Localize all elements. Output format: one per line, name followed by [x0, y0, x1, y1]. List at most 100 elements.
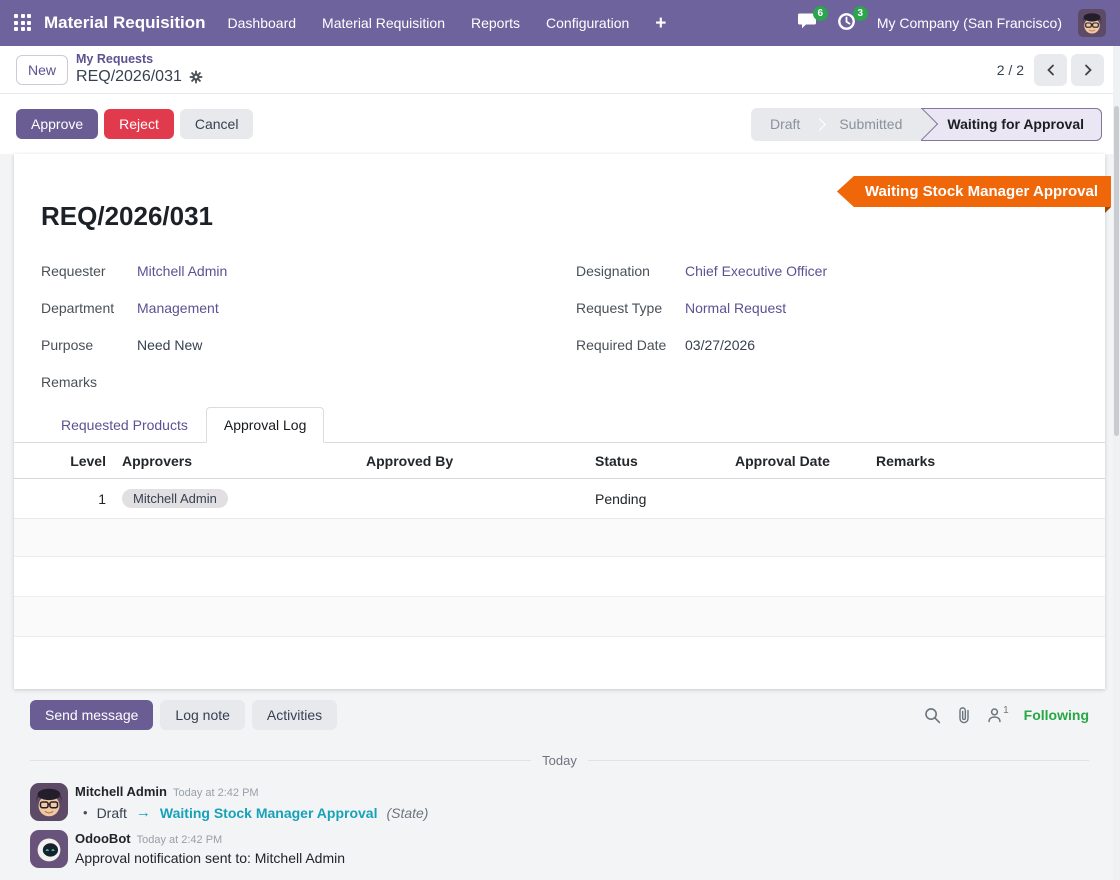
- field-grid: Requester Mitchell Admin Department Mana…: [14, 252, 1105, 400]
- breadcrumb-parent-link[interactable]: My Requests: [76, 51, 154, 66]
- status-bar: Draft Submitted Waiting for Approval: [750, 107, 1102, 141]
- log-note-button[interactable]: Log note: [160, 700, 245, 730]
- activities-icon[interactable]: 3: [837, 6, 868, 34]
- nav-item-configuration[interactable]: Configuration: [546, 15, 630, 31]
- column-header-approved-by: Approved By: [366, 452, 454, 469]
- tracking-new-value: Waiting Stock Manager Approval: [159, 804, 378, 821]
- scrollbar-thumb[interactable]: [1114, 106, 1119, 436]
- form-view: Waiting Stock Manager Approval REQ/2026/…: [0, 154, 1120, 868]
- message-avatar: [30, 783, 68, 821]
- arrow-right-icon: →: [135, 804, 151, 821]
- app-name[interactable]: Material Requisition: [44, 13, 206, 32]
- tracking-field-name: (State): [386, 804, 429, 821]
- status-step-draft[interactable]: Draft: [769, 116, 801, 132]
- breadcrumb-current: REQ/2026/031: [76, 68, 182, 86]
- column-header-approvers: Approvers: [122, 452, 193, 469]
- field-value-purpose[interactable]: Need New: [137, 336, 203, 353]
- column-header-approval-date: Approval Date: [735, 452, 830, 469]
- form-sheet: Waiting Stock Manager Approval REQ/2026/…: [14, 154, 1111, 689]
- field-value-request-type[interactable]: Normal Request: [685, 299, 787, 316]
- nav-item-dashboard[interactable]: Dashboard: [227, 15, 297, 31]
- approver-tag: Mitchell Admin: [122, 489, 228, 508]
- field-value-requester[interactable]: Mitchell Admin: [137, 262, 228, 279]
- followers-icon[interactable]: 1: [987, 705, 1009, 723]
- table-header-row: Level Approvers Approved By Status Appro…: [14, 443, 1105, 479]
- column-header-status: Status: [595, 452, 638, 469]
- reject-button[interactable]: Reject: [104, 109, 174, 139]
- plus-icon[interactable]: +: [655, 12, 667, 34]
- approve-button[interactable]: Approve: [16, 109, 99, 139]
- search-messages-icon[interactable]: [924, 707, 941, 724]
- notebook-tabs: Requested Products Approval Log: [14, 407, 1105, 443]
- apps-grid-icon[interactable]: [14, 14, 32, 32]
- record-pager: 2 / 2: [996, 53, 1104, 86]
- message: Mitchell Admin Today at 2:42 PM • Draft …: [30, 783, 1089, 821]
- ribbon-fold: [1105, 207, 1111, 213]
- empty-table-row: [14, 557, 1105, 597]
- cell-status: Pending: [595, 490, 647, 507]
- field-value-required-date[interactable]: 03/27/2026: [685, 336, 756, 353]
- top-nav: Material Requisition Dashboard Material …: [0, 0, 1120, 46]
- field-label-request-type: Request Type: [576, 299, 663, 316]
- field-value-designation[interactable]: Chief Executive Officer: [685, 262, 828, 279]
- status-step-submitted[interactable]: Submitted: [839, 116, 903, 132]
- new-button[interactable]: New: [16, 54, 69, 85]
- tab-requested-products[interactable]: Requested Products: [61, 417, 188, 433]
- breadcrumb: My Requests REQ/2026/031: [76, 52, 203, 88]
- tracking-change: • Draft → Waiting Stock Manager Approval…: [75, 804, 428, 821]
- messages-icon[interactable]: 6: [797, 6, 828, 34]
- tab-approval-log[interactable]: Approval Log: [205, 407, 325, 443]
- record-title: REQ/2026/031: [41, 201, 214, 231]
- cancel-button[interactable]: Cancel: [179, 109, 254, 139]
- scrollbar: [1113, 46, 1120, 880]
- status-step-label: Waiting for Approval: [947, 116, 1084, 132]
- chevron-right-icon: [1084, 64, 1092, 75]
- message-avatar: [30, 830, 68, 868]
- chevron-left-icon: [1046, 64, 1054, 75]
- field-label-required-date: Required Date: [576, 336, 667, 353]
- empty-table-row: [14, 637, 1105, 689]
- message: OdooBot Today at 2:42 PM Approval notifi…: [30, 830, 1089, 868]
- date-divider-label: Today: [542, 753, 577, 768]
- field-label-purpose: Purpose: [41, 336, 94, 353]
- field-value-department[interactable]: Management: [137, 299, 219, 316]
- empty-table-row: [14, 519, 1105, 557]
- clock-icon: [837, 13, 855, 30]
- message-author: OdooBot: [75, 831, 131, 846]
- field-label-department: Department: [41, 299, 115, 316]
- table-row[interactable]: 1 Mitchell Admin Pending: [14, 479, 1105, 519]
- followers-count: 1: [1003, 705, 1009, 716]
- date-divider: Today: [30, 753, 1089, 768]
- company-switcher[interactable]: My Company (San Francisco): [876, 15, 1062, 31]
- message-timestamp: Today at 2:42 PM: [172, 787, 259, 799]
- pager-next-button[interactable]: [1071, 53, 1104, 86]
- nav-item-material-requisition[interactable]: Material Requisition: [322, 15, 445, 31]
- pager-count: 2 / 2: [996, 61, 1024, 78]
- status-step-waiting-for-approval[interactable]: Waiting for Approval: [921, 107, 1102, 141]
- field-label-designation: Designation: [576, 262, 650, 279]
- approval-log-table: Level Approvers Approved By Status Appro…: [14, 443, 1105, 689]
- message-author: Mitchell Admin: [75, 784, 167, 799]
- nav-item-reports[interactable]: Reports: [470, 15, 521, 31]
- column-header-level: Level: [70, 452, 106, 469]
- activities-button[interactable]: Activities: [251, 700, 338, 730]
- attachment-icon[interactable]: [956, 706, 972, 724]
- chatter: Send message Log note Activities: [14, 689, 1105, 868]
- field-label-requester: Requester: [41, 262, 106, 279]
- following-button[interactable]: Following: [1023, 707, 1089, 723]
- breadcrumb-bar: New My Requests REQ/2026/031 2 / 2: [0, 46, 1120, 94]
- cell-level: 1: [98, 490, 106, 507]
- messages-badge: 6: [812, 6, 828, 21]
- send-message-button[interactable]: Send message: [30, 700, 154, 730]
- user-avatar[interactable]: [1078, 9, 1106, 37]
- bullet-icon: •: [83, 805, 88, 820]
- tracking-old-value: Draft: [96, 804, 127, 821]
- field-label-remarks: Remarks: [41, 373, 98, 390]
- chat-bubble-icon: [797, 13, 816, 29]
- action-bar: Approve Reject Cancel Draft Submitted Wa…: [0, 94, 1120, 154]
- gear-icon[interactable]: [189, 70, 203, 84]
- state-ribbon: Waiting Stock Manager Approval: [836, 176, 1111, 207]
- message-timestamp: Today at 2:42 PM: [136, 834, 223, 846]
- pager-previous-button[interactable]: [1034, 53, 1067, 86]
- empty-table-row: [14, 597, 1105, 637]
